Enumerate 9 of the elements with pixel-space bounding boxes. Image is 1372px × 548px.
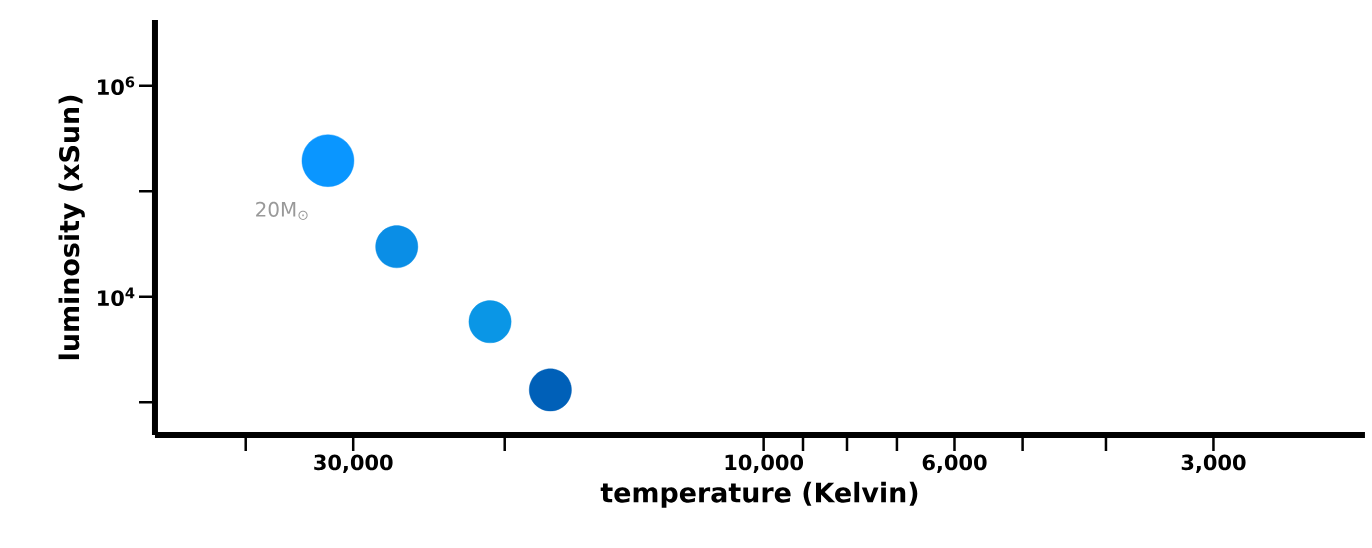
annotation: 20M$_{⊙}$: [256, 201, 308, 220]
y-tick-label: 10$^{4}$: [98, 287, 135, 307]
y-tick-label: 10$^{6}$: [98, 76, 135, 96]
x-tick-label: 6,000: [922, 454, 987, 473]
x-axis-title: temperature (Kelvin): [600, 481, 918, 508]
x-tick-label: 10,000: [725, 454, 804, 473]
x-tick-label: 30,000: [314, 454, 393, 473]
y-axis-title: luminosity (xSun): [58, 95, 85, 360]
x-tick-label: 3,000: [1181, 454, 1246, 473]
